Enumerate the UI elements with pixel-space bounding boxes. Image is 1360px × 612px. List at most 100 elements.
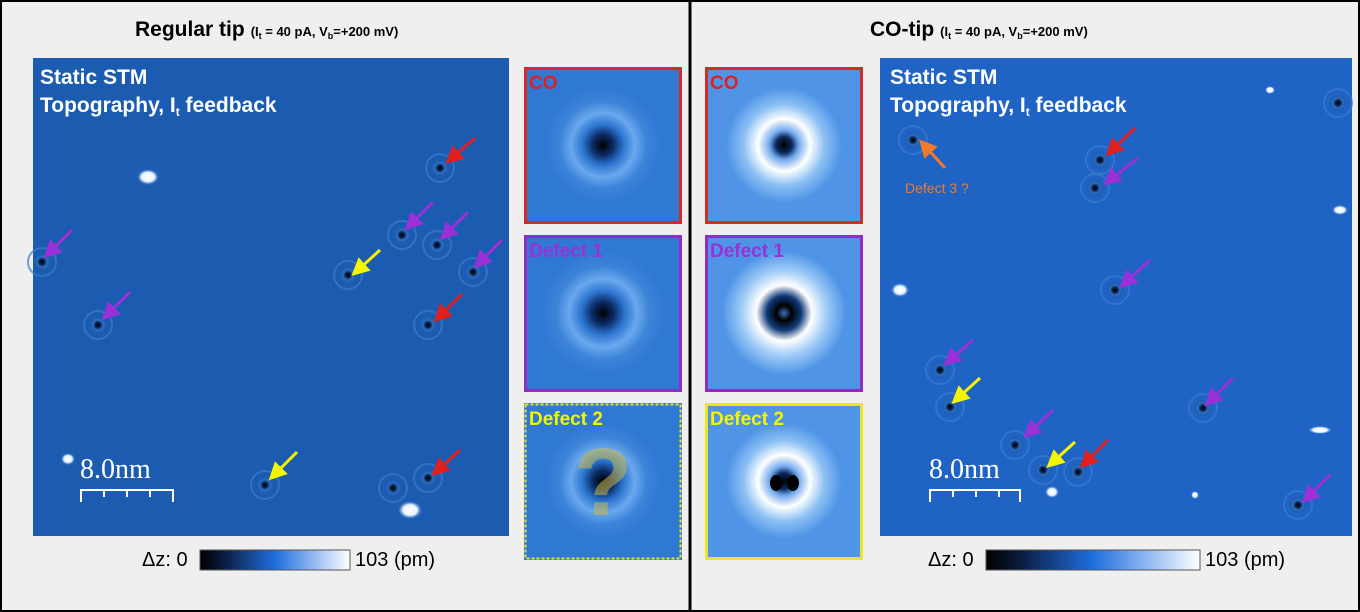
inset-spot	[545, 87, 661, 203]
inset-border	[705, 235, 863, 392]
arrow	[951, 376, 982, 405]
label-part: Topography, I	[40, 94, 176, 117]
cb-title: Δz:	[142, 549, 171, 571]
colorbar	[199, 549, 351, 571]
subscript: t	[176, 105, 180, 119]
arrow	[445, 136, 476, 164]
inset-spot	[726, 87, 842, 203]
insets: CO Defect 1 Defect 2? CO Defect 1 Defect 2	[524, 67, 863, 560]
defect-halo	[925, 355, 955, 385]
defect	[33, 253, 51, 271]
inset: Defect 1	[705, 235, 863, 392]
defect	[464, 263, 482, 281]
cb-title: Δz:	[928, 549, 957, 571]
scale-label: 8.0nm	[80, 454, 151, 485]
image-label: Topography, It feedback	[40, 94, 277, 119]
defect-halo	[1188, 393, 1218, 423]
cb-unit: (pm)	[394, 549, 435, 571]
condition: =+200 mV)	[1023, 24, 1088, 39]
arrow	[351, 248, 382, 277]
arrow	[404, 200, 435, 231]
condition: (I	[251, 24, 259, 39]
arrow	[1079, 438, 1110, 469]
defect-halo	[1063, 457, 1093, 487]
arrow	[268, 450, 299, 481]
inset-spot	[726, 423, 842, 539]
defect-halo	[425, 153, 455, 183]
defect	[419, 469, 437, 487]
defect	[339, 266, 357, 284]
defect-halo	[27, 247, 57, 277]
subscript: t	[259, 31, 262, 41]
inset-border	[524, 67, 682, 224]
defect	[1069, 463, 1087, 481]
condition: = 40 pA, V	[262, 24, 328, 39]
defect	[419, 316, 437, 334]
defect	[393, 226, 411, 244]
cb-min: 0	[962, 549, 973, 571]
defect	[931, 361, 949, 379]
defect-halo	[413, 310, 443, 340]
adsorbate	[1265, 86, 1275, 94]
defect-halo	[1028, 455, 1058, 485]
defect-halo	[1283, 490, 1313, 520]
title: CO-tip	[870, 18, 934, 41]
inset-label: Defect 2	[529, 409, 603, 430]
adsorbate	[891, 283, 909, 297]
defect	[1034, 461, 1052, 479]
inset-border	[524, 235, 682, 392]
inset: Defect 2	[705, 403, 863, 560]
inset: Defect 2?	[524, 403, 682, 560]
colorbar-label: Δz: 0	[142, 549, 188, 571]
arrow	[1102, 156, 1139, 186]
panel-title: CO-tip (It = 40 pA, Vb=+200 mV)	[870, 18, 1088, 41]
defect-halo	[387, 220, 417, 250]
inset-spot	[722, 251, 846, 375]
inset-border	[705, 67, 863, 224]
subscript: b	[1017, 31, 1023, 41]
adsorbate	[137, 169, 159, 185]
scale-bar	[80, 489, 1021, 502]
cb-max: 103	[355, 549, 388, 571]
condition: (I	[940, 24, 948, 39]
adsorbate	[1191, 491, 1199, 499]
image-label: Static STM	[40, 66, 147, 89]
colorbar	[985, 549, 1201, 571]
arrow	[1301, 473, 1332, 504]
inset-border	[524, 403, 682, 560]
defect	[1086, 179, 1104, 197]
image-label: Static STM	[890, 66, 997, 89]
defect	[1106, 281, 1124, 299]
arrow	[101, 290, 132, 321]
label-part: feedback	[180, 94, 277, 117]
condition: =+200 mV)	[333, 24, 398, 39]
inset: CO	[524, 67, 682, 224]
inset: Defect 1	[524, 235, 682, 392]
defect-halo	[413, 463, 443, 493]
arrow	[473, 238, 504, 269]
scale-label: 8.0nm	[929, 454, 1000, 485]
inset-label: Defect 1	[710, 241, 784, 262]
stm-image	[33, 58, 509, 536]
panel-title: Regular tip (It = 40 pA, Vb=+200 mV)	[135, 18, 398, 41]
adsorbate	[1045, 486, 1059, 498]
defect	[1091, 151, 1109, 169]
defect-halo	[935, 392, 965, 422]
inset-spot	[541, 251, 665, 375]
adsorbate	[398, 501, 422, 519]
arrow	[43, 228, 74, 259]
lobe	[787, 475, 799, 491]
inset-label: CO	[710, 73, 739, 94]
image-label: Topography, It feedback	[890, 94, 1127, 119]
defect-halo	[378, 473, 408, 503]
annotation: Defect 3 ?	[905, 180, 969, 196]
colorbar-label: Δz: 0	[928, 549, 974, 571]
defect-halo	[250, 470, 280, 500]
cb-min: 0	[176, 549, 187, 571]
defect-halo	[1080, 173, 1110, 203]
defect	[904, 131, 922, 149]
defect-halo	[1000, 430, 1030, 460]
title: Regular tip	[135, 18, 245, 41]
condition: = 40 pA, V	[951, 24, 1017, 39]
